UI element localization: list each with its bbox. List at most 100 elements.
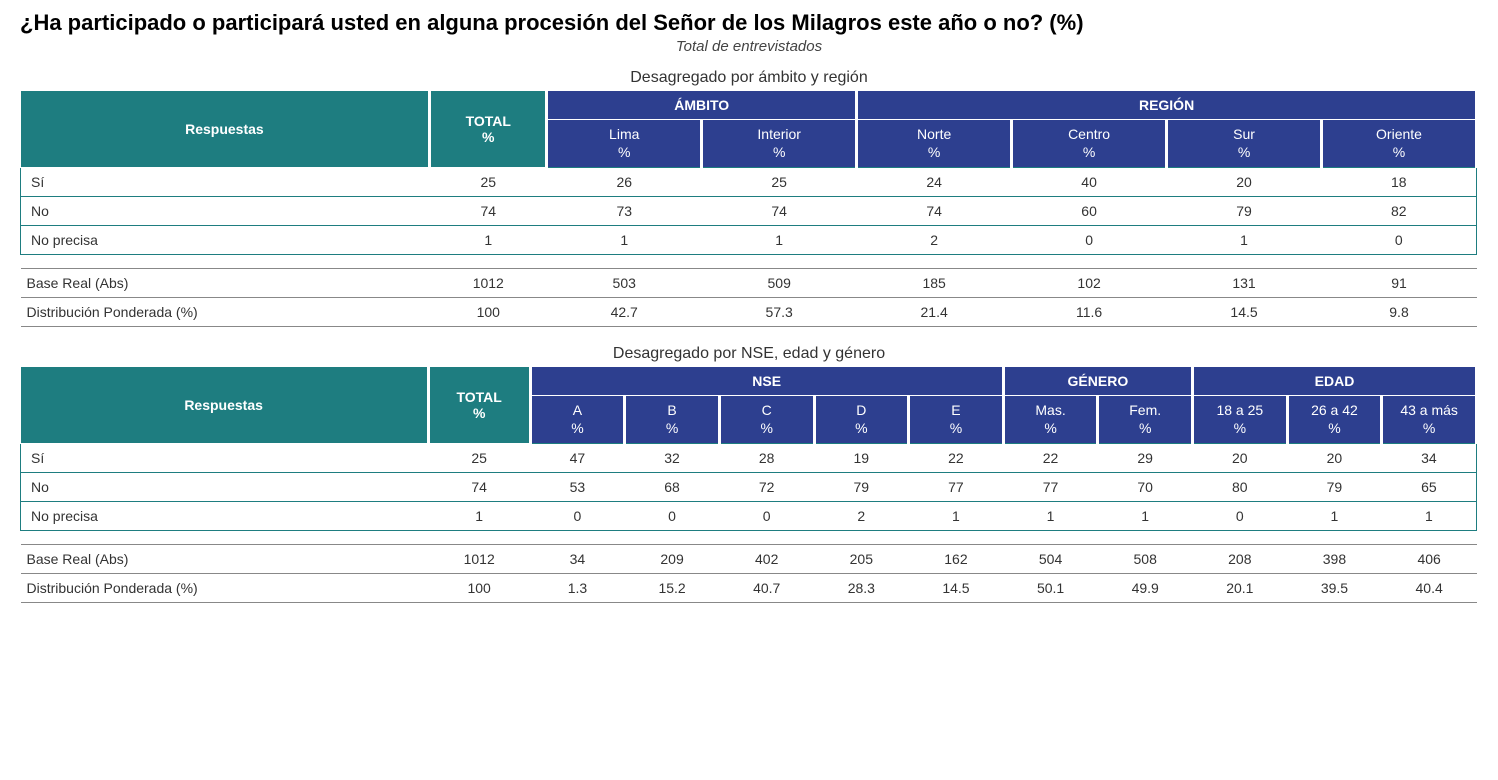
cell: 20.1 bbox=[1193, 574, 1288, 603]
hdr-sub: C% bbox=[719, 396, 814, 444]
cell: 74 bbox=[428, 473, 530, 502]
cell: 1 bbox=[430, 226, 547, 255]
cell: 40.4 bbox=[1382, 574, 1477, 603]
cell: 2 bbox=[814, 502, 909, 531]
cell: 82 bbox=[1322, 197, 1477, 226]
row-label: No precisa bbox=[21, 502, 429, 531]
cell: 50.1 bbox=[1003, 574, 1098, 603]
table-row: Sí2547322819222229202034 bbox=[21, 444, 1477, 473]
row-label: Base Real (Abs) bbox=[21, 545, 429, 574]
cell: 60 bbox=[1012, 197, 1167, 226]
cell: 1 bbox=[428, 502, 530, 531]
cell: 20 bbox=[1193, 444, 1288, 473]
cell: 42.7 bbox=[547, 298, 702, 327]
cell: 1 bbox=[1382, 502, 1477, 531]
cell: 205 bbox=[814, 545, 909, 574]
page-subtitle: Total de entrevistados bbox=[20, 38, 1478, 55]
cell: 100 bbox=[430, 298, 547, 327]
cell: 79 bbox=[1167, 197, 1322, 226]
cell: 1 bbox=[547, 226, 702, 255]
cell: 0 bbox=[530, 502, 625, 531]
cell: 19 bbox=[814, 444, 909, 473]
cell: 0 bbox=[1012, 226, 1167, 255]
hdr-group-nse: NSE bbox=[530, 367, 1003, 396]
cell: 40 bbox=[1012, 168, 1167, 197]
table-row: Sí25262524402018 bbox=[21, 168, 1477, 197]
row-label: Distribución Ponderada (%) bbox=[21, 298, 430, 327]
hdr-total: TOTAL% bbox=[430, 91, 547, 168]
cell: 20 bbox=[1167, 168, 1322, 197]
hdr-sub: Centro% bbox=[1012, 120, 1167, 168]
cell: 25 bbox=[430, 168, 547, 197]
cell: 1012 bbox=[428, 545, 530, 574]
cell: 131 bbox=[1167, 269, 1322, 298]
cell: 49.9 bbox=[1098, 574, 1193, 603]
cell: 9.8 bbox=[1322, 298, 1477, 327]
table-row: No precisa10002111011 bbox=[21, 502, 1477, 531]
table2-section-title: Desagregado por NSE, edad y género bbox=[20, 345, 1478, 363]
cell: 91 bbox=[1322, 269, 1477, 298]
cell: 1012 bbox=[430, 269, 547, 298]
base-row: Distribución Ponderada (%)1001.315.240.7… bbox=[21, 574, 1477, 603]
hdr-sub: Interior% bbox=[702, 120, 857, 168]
cell: 209 bbox=[625, 545, 720, 574]
cell: 68 bbox=[625, 473, 720, 502]
cell: 504 bbox=[1003, 545, 1098, 574]
hdr-group-ambito: ÁMBITO bbox=[547, 91, 857, 120]
cell: 40.7 bbox=[719, 574, 814, 603]
hdr-total: TOTAL% bbox=[428, 367, 530, 444]
cell: 208 bbox=[1193, 545, 1288, 574]
table1: Respuestas TOTAL% ÁMBITO REGIÓN Lima% In… bbox=[20, 91, 1478, 327]
cell: 0 bbox=[719, 502, 814, 531]
hdr-sub: E% bbox=[909, 396, 1004, 444]
row-label: Base Real (Abs) bbox=[21, 269, 430, 298]
cell: 509 bbox=[702, 269, 857, 298]
table-row: No74737474607982 bbox=[21, 197, 1477, 226]
cell: 65 bbox=[1382, 473, 1477, 502]
cell: 28 bbox=[719, 444, 814, 473]
cell: 14.5 bbox=[909, 574, 1004, 603]
cell: 100 bbox=[428, 574, 530, 603]
hdr-sub: Mas.% bbox=[1003, 396, 1098, 444]
hdr-group-genero: GÉNERO bbox=[1003, 367, 1192, 396]
cell: 25 bbox=[702, 168, 857, 197]
base-row: Base Real (Abs)1012342094022051625045082… bbox=[21, 545, 1477, 574]
hdr-sub: Norte% bbox=[857, 120, 1012, 168]
table1-base: Base Real (Abs)101250350918510213191Dist… bbox=[21, 269, 1477, 327]
cell: 73 bbox=[547, 197, 702, 226]
hdr-sub: Oriente% bbox=[1322, 120, 1477, 168]
cell: 0 bbox=[1193, 502, 1288, 531]
cell: 39.5 bbox=[1287, 574, 1382, 603]
cell: 185 bbox=[857, 269, 1012, 298]
row-label: Distribución Ponderada (%) bbox=[21, 574, 429, 603]
cell: 406 bbox=[1382, 545, 1477, 574]
table2-head: Respuestas TOTAL% NSE GÉNERO EDAD A% B% … bbox=[21, 367, 1477, 444]
cell: 26 bbox=[547, 168, 702, 197]
cell: 0 bbox=[625, 502, 720, 531]
cell: 398 bbox=[1287, 545, 1382, 574]
cell: 2 bbox=[857, 226, 1012, 255]
hdr-sub: D% bbox=[814, 396, 909, 444]
cell: 0 bbox=[1322, 226, 1477, 255]
cell: 79 bbox=[1287, 473, 1382, 502]
table1-section-title: Desagregado por ámbito y región bbox=[20, 69, 1478, 87]
cell: 25 bbox=[428, 444, 530, 473]
cell: 70 bbox=[1098, 473, 1193, 502]
cell: 29 bbox=[1098, 444, 1193, 473]
cell: 79 bbox=[814, 473, 909, 502]
cell: 508 bbox=[1098, 545, 1193, 574]
table-row: No7453687279777770807965 bbox=[21, 473, 1477, 502]
cell: 72 bbox=[719, 473, 814, 502]
hdr-sub: 18 a 25% bbox=[1193, 396, 1288, 444]
hdr-group-edad: EDAD bbox=[1193, 367, 1477, 396]
table2-base: Base Real (Abs)1012342094022051625045082… bbox=[21, 545, 1477, 603]
cell: 53 bbox=[530, 473, 625, 502]
base-row: Distribución Ponderada (%)10042.757.321.… bbox=[21, 298, 1477, 327]
page-title: ¿Ha participado o participará usted en a… bbox=[20, 10, 1478, 36]
row-label: Sí bbox=[21, 168, 430, 197]
cell: 21.4 bbox=[857, 298, 1012, 327]
cell: 14.5 bbox=[1167, 298, 1322, 327]
base-row: Base Real (Abs)101250350918510213191 bbox=[21, 269, 1477, 298]
cell: 22 bbox=[909, 444, 1004, 473]
cell: 18 bbox=[1322, 168, 1477, 197]
